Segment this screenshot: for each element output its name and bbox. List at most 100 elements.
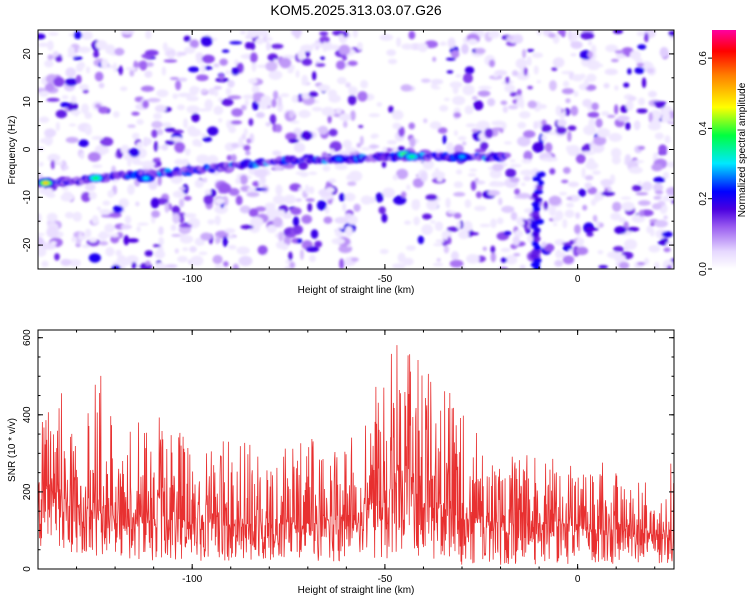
noise-blob [637, 181, 642, 185]
noise-blob [488, 59, 496, 68]
noise-blob [174, 158, 185, 166]
noise-blob [225, 70, 231, 75]
noise-blob [620, 196, 632, 200]
noise-blob [634, 67, 645, 74]
noise-blob [473, 100, 484, 111]
noise-blob [153, 140, 159, 152]
noise-blob [621, 201, 635, 212]
noise-blob [635, 192, 649, 196]
noise-blob [157, 160, 162, 167]
noise-blob [521, 158, 532, 164]
noise-blob [552, 216, 561, 222]
noise-blob [538, 104, 547, 109]
noise-blob [504, 84, 516, 93]
noise-blob [520, 169, 534, 176]
noise-blob [156, 128, 164, 136]
noise-blob [84, 228, 92, 238]
noise-blob [641, 77, 647, 89]
noise-blob [114, 47, 125, 56]
noise-blob [209, 189, 217, 198]
noise-blob [662, 195, 674, 202]
chart-title: KOM5.2025.313.03.07.G26 [270, 2, 441, 18]
noise-blob [330, 44, 340, 50]
noise-blob [334, 228, 340, 237]
noise-blob [47, 40, 54, 51]
noise-blob [612, 246, 624, 252]
noise-blob [567, 194, 580, 202]
noise-blob [178, 198, 185, 208]
noise-blob [637, 44, 647, 50]
noise-blob [490, 252, 497, 263]
noise-blob [246, 138, 252, 144]
noise-blob [283, 194, 296, 205]
noise-blob [344, 213, 353, 219]
noise-blob [322, 41, 327, 53]
noise-blob [93, 50, 100, 58]
noise-blob [334, 216, 349, 224]
noise-blob [96, 206, 101, 211]
noise-blob [174, 248, 179, 254]
noise-blob [46, 212, 58, 222]
colorbar-tick-label: 0.4 [698, 121, 709, 135]
noise-blob [255, 37, 265, 45]
noise-blob [631, 184, 642, 192]
noise-blob [169, 76, 180, 81]
noise-blob [72, 56, 83, 61]
noise-blob [132, 133, 140, 140]
noise-blob [165, 264, 178, 269]
noise-blob [610, 58, 619, 63]
noise-blob [288, 251, 293, 261]
noise-blob [301, 214, 313, 224]
noise-blob [523, 175, 532, 182]
noise-blob [240, 104, 247, 111]
noise-blob [137, 222, 149, 226]
noise-blob [603, 82, 610, 89]
noise-blob [492, 163, 504, 172]
noise-blob [301, 92, 311, 100]
noise-blob [445, 57, 456, 61]
noise-blob [301, 58, 313, 66]
noise-blob [308, 186, 315, 194]
noise-blob [437, 127, 448, 134]
noise-blob [450, 50, 460, 59]
noise-blob [164, 127, 176, 133]
noise-blob [300, 44, 314, 52]
noise-blob [605, 44, 619, 53]
snr-x-axis-label: Height of straight line (km) [298, 585, 415, 596]
noise-blob [597, 250, 604, 255]
noise-blob [344, 225, 353, 237]
noise-blob [641, 181, 653, 192]
noise-blob [214, 264, 224, 269]
noise-blob [113, 111, 120, 118]
noise-blob [247, 187, 256, 192]
noise-blob [295, 198, 302, 202]
noise-blob [425, 194, 438, 201]
noise-blob [177, 255, 188, 263]
noise-blob [50, 159, 55, 170]
noise-blob [142, 100, 149, 109]
noise-blob [601, 191, 615, 197]
streak-blob [531, 192, 539, 199]
noise-blob [99, 209, 112, 215]
noise-blob [618, 54, 627, 59]
noise-blob [230, 154, 237, 162]
noise-blob [467, 173, 477, 177]
noise-blob [213, 85, 223, 90]
noise-blob [565, 98, 571, 104]
noise-blob [256, 30, 269, 36]
y-tick-label: 600 [22, 329, 33, 346]
noise-blob [244, 41, 253, 50]
noise-blob [392, 122, 402, 130]
noise-blob [232, 263, 239, 269]
noise-blob [608, 132, 623, 142]
noise-blob [291, 95, 299, 103]
colorbar-tick-label: 0.2 [698, 191, 709, 205]
colorbar-label: Normalized spectral amplitude [737, 82, 748, 217]
noise-blob [43, 187, 54, 198]
y-tick-label: 400 [22, 406, 33, 423]
noise-blob [183, 213, 197, 218]
noise-blob [650, 109, 662, 121]
streak-blob [533, 188, 544, 195]
noise-blob [496, 217, 504, 225]
noise-blob [353, 203, 361, 212]
